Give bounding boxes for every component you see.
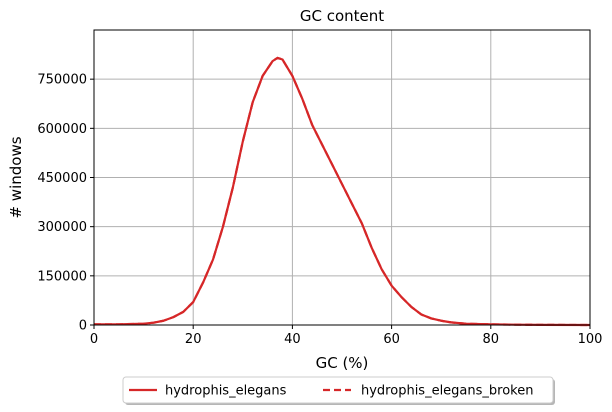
x-axis-ticks: 0 20 40 60 80 100 [90, 325, 603, 347]
legend: hydrophis_elegans hydrophis_elegans_broke… [122, 376, 555, 405]
x-tick-label: 80 [483, 332, 500, 347]
chart-title: GC content [300, 7, 384, 25]
x-tick-label: 40 [284, 332, 301, 347]
y-axis-ticks: 0 150000 300000 450000 600000 750000 [37, 73, 94, 334]
legend-label-hydrophis_elegans_broken: hydrophis_elegans_broken [361, 384, 533, 399]
y-tick-label: 150000 [37, 269, 87, 284]
y-tick-label: 0 [79, 319, 87, 334]
y-tick-label: 450000 [37, 171, 87, 186]
legend-label-hydrophis_elegans: hydrophis_elegans [165, 384, 287, 399]
y-tick-label: 300000 [37, 220, 87, 235]
x-tick-label: 0 [90, 332, 98, 347]
y-axis-label: # windows [7, 136, 25, 218]
y-tick-label: 750000 [37, 73, 87, 88]
x-tick-label: 100 [578, 332, 603, 347]
y-tick-label: 600000 [37, 122, 87, 137]
x-axis-label: GC (%) [316, 354, 369, 372]
series-layer [94, 56, 591, 327]
series-line-hydrophis_elegans_broken [94, 56, 591, 327]
x-tick-label: 60 [383, 332, 400, 347]
x-tick-label: 20 [185, 332, 202, 347]
